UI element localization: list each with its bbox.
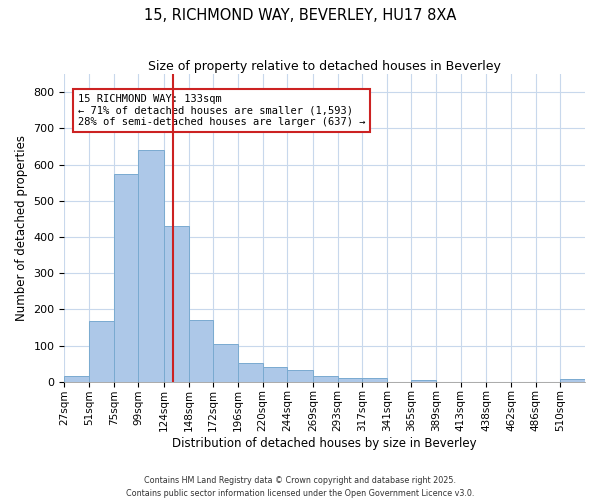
Y-axis label: Number of detached properties: Number of detached properties [15, 135, 28, 321]
Bar [412, 380, 436, 382]
Bar [313, 376, 338, 382]
Text: 15, RICHMOND WAY, BEVERLEY, HU17 8XA: 15, RICHMOND WAY, BEVERLEY, HU17 8XA [144, 8, 456, 22]
Bar [287, 370, 313, 382]
Text: Contains HM Land Registry data © Crown copyright and database right 2025.
Contai: Contains HM Land Registry data © Crown c… [126, 476, 474, 498]
Bar [113, 174, 139, 382]
Title: Size of property relative to detached houses in Beverley: Size of property relative to detached ho… [148, 60, 501, 73]
Bar [263, 367, 287, 382]
Bar [139, 150, 164, 382]
Bar [338, 378, 362, 382]
Bar [164, 226, 188, 382]
Bar [238, 363, 263, 382]
Bar [362, 378, 387, 382]
Bar [560, 379, 585, 382]
Bar [188, 320, 213, 382]
Bar [89, 321, 113, 382]
X-axis label: Distribution of detached houses by size in Beverley: Distribution of detached houses by size … [172, 437, 477, 450]
Bar [64, 376, 89, 382]
Bar [213, 344, 238, 382]
Text: 15 RICHMOND WAY: 133sqm
← 71% of detached houses are smaller (1,593)
28% of semi: 15 RICHMOND WAY: 133sqm ← 71% of detache… [78, 94, 365, 128]
